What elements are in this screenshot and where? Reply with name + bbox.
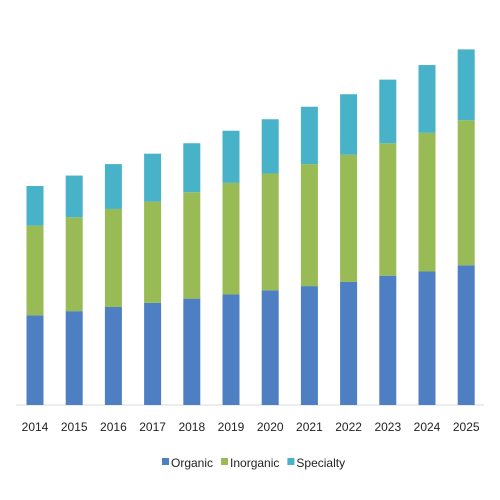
bars-layer: [26, 49, 475, 405]
x-tick-label: 2017: [139, 420, 166, 434]
legend: Organic Inorganic Specialty: [162, 456, 345, 470]
x-tick-label: 2022: [335, 420, 362, 434]
bar-organic-2025: [457, 265, 475, 405]
x-tick-label: 2024: [414, 420, 441, 434]
bar-specialty-2021: [300, 106, 318, 165]
bar-organic-2014: [26, 315, 44, 405]
legend-label-specialty: Specialty: [296, 456, 345, 470]
bar-organic-2018: [183, 298, 201, 405]
bar-inorganic-2017: [144, 201, 162, 303]
bar-specialty-2019: [222, 130, 240, 183]
bar-specialty-2017: [144, 153, 162, 202]
bar-inorganic-2014: [26, 225, 44, 316]
bar-inorganic-2023: [379, 143, 397, 276]
bar-inorganic-2024: [418, 132, 436, 272]
bar-specialty-2020: [261, 119, 279, 174]
bar-organic-2020: [261, 290, 279, 405]
bar-inorganic-2019: [222, 182, 240, 295]
bar-inorganic-2015: [65, 217, 83, 312]
bar-inorganic-2025: [457, 120, 475, 266]
bar-organic-2021: [300, 286, 318, 405]
x-tick-label: 2019: [218, 420, 245, 434]
bar-inorganic-2021: [300, 164, 318, 287]
legend-swatch-inorganic: [221, 458, 229, 465]
legend-label-organic: Organic: [171, 456, 213, 470]
bar-organic-2019: [222, 294, 240, 405]
x-tick-label: 2023: [374, 420, 401, 434]
x-tick-labels: 2014 2015 2016 2017 2018 2019 2020 2021 2022 2023…: [22, 420, 480, 434]
x-tick-label: 2015: [61, 420, 88, 434]
x-tick-label: 2021: [296, 420, 323, 434]
bar-organic-2016: [104, 306, 122, 405]
bar-inorganic-2022: [340, 154, 358, 282]
x-tick-label: 2025: [453, 420, 480, 434]
bar-specialty-2023: [379, 79, 397, 144]
legend-swatch-specialty: [287, 458, 295, 465]
bar-inorganic-2016: [104, 208, 122, 307]
bar-specialty-2016: [104, 164, 122, 209]
bar-specialty-2024: [418, 65, 436, 133]
bar-organic-2017: [144, 302, 162, 405]
x-tick-label: 2020: [257, 420, 284, 434]
bar-specialty-2025: [457, 49, 475, 121]
bar-organic-2022: [340, 281, 358, 405]
x-tick-label: 2016: [100, 420, 127, 434]
legend-label-inorganic: Inorganic: [230, 456, 279, 470]
bar-specialty-2022: [340, 94, 358, 155]
x-tick-label: 2018: [178, 420, 205, 434]
bar-inorganic-2020: [261, 173, 279, 291]
legend-swatch-organic: [162, 458, 169, 465]
bar-specialty-2014: [26, 186, 44, 226]
bar-inorganic-2018: [183, 192, 201, 299]
bar-organic-2024: [418, 271, 436, 405]
bar-organic-2023: [379, 275, 397, 405]
bar-specialty-2018: [183, 143, 201, 193]
x-tick-label: 2014: [22, 420, 49, 434]
bar-organic-2015: [65, 311, 83, 405]
bar-specialty-2015: [65, 175, 83, 218]
